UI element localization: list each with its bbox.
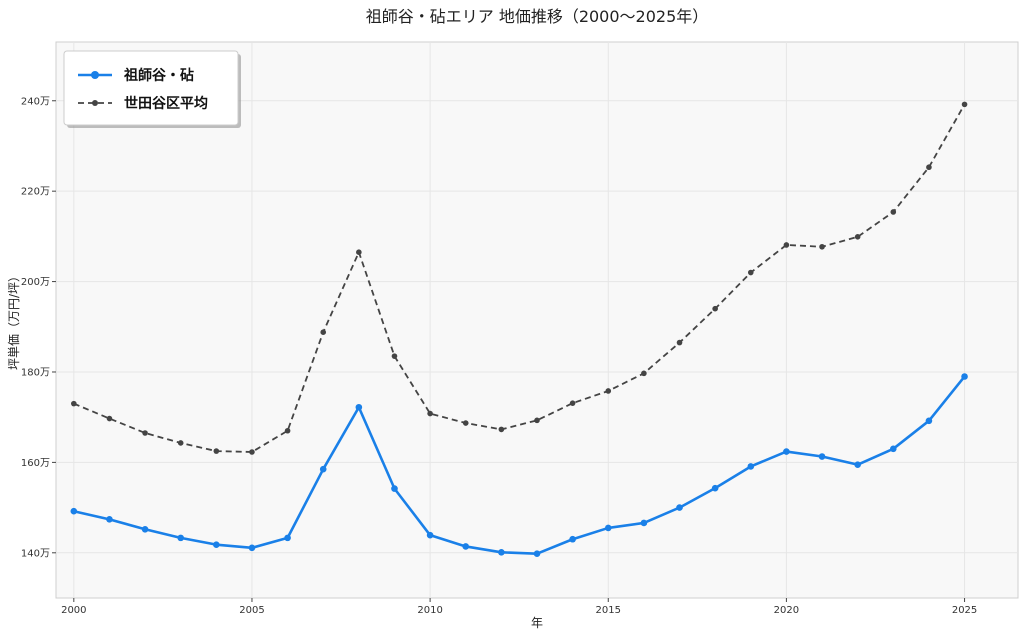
- data-point: [641, 370, 647, 377]
- data-point: [106, 516, 113, 523]
- data-point: [391, 353, 398, 359]
- data-point: [141, 525, 149, 533]
- x-tick-label: 2010: [417, 605, 442, 616]
- data-point: [427, 410, 433, 417]
- x-tick-label: 2015: [596, 605, 621, 616]
- data-point: [356, 249, 362, 255]
- data-point: [604, 524, 612, 532]
- data-point: [676, 504, 683, 511]
- legend-label: 世田谷区平均: [124, 95, 208, 112]
- y-tick-label: 220万: [21, 187, 50, 198]
- data-point: [426, 531, 434, 539]
- x-tick-label: 2000: [61, 605, 86, 616]
- x-axis-label: 年: [531, 616, 543, 630]
- data-point: [284, 427, 291, 434]
- x-tick-label: 2005: [239, 605, 264, 616]
- legend-marker: [92, 100, 98, 106]
- legend-marker: [91, 71, 99, 79]
- data-point: [498, 426, 505, 433]
- data-point: [355, 403, 363, 411]
- data-point: [462, 420, 469, 426]
- data-point: [70, 507, 78, 515]
- plot-area: [55, 41, 1019, 599]
- data-point: [783, 448, 790, 455]
- y-tick-label: 180万: [21, 367, 50, 378]
- data-point: [711, 484, 719, 492]
- data-point: [533, 550, 541, 558]
- legend-label: 祖師谷・砧: [123, 67, 194, 84]
- x-tick-label: 2020: [774, 605, 799, 616]
- data-point: [925, 417, 933, 425]
- y-tick-label: 160万: [21, 458, 50, 469]
- data-point: [926, 164, 932, 171]
- y-tick-label: 200万: [21, 277, 50, 288]
- data-point: [319, 465, 327, 473]
- data-point: [320, 329, 327, 336]
- data-point: [213, 541, 220, 548]
- data-point: [747, 463, 755, 470]
- data-point: [534, 417, 540, 424]
- chart-title: 祖師谷・砧エリア 地価推移（2000〜2025年）: [366, 7, 709, 26]
- y-tick-label: 240万: [21, 96, 50, 107]
- data-point: [783, 242, 790, 248]
- data-point: [889, 445, 897, 453]
- axes: 140万 160万 180万 200万 220万 240万 2000 2005 2010 2015…: [21, 96, 977, 616]
- data-point: [462, 543, 470, 550]
- data-point: [249, 449, 255, 455]
- data-point: [213, 448, 220, 454]
- data-point: [818, 453, 826, 460]
- data-point: [676, 339, 683, 346]
- data-point: [819, 243, 825, 250]
- data-point: [961, 373, 968, 380]
- y-axis-label: 坪単価（万円/坪）: [7, 270, 21, 370]
- x-tick-label: 2025: [952, 605, 977, 616]
- data-point: [890, 209, 897, 215]
- data-point: [712, 305, 718, 312]
- data-point: [498, 549, 505, 556]
- data-point: [747, 269, 754, 276]
- data-point: [854, 234, 861, 240]
- series-layer: [70, 101, 968, 558]
- grid-lines: [56, 42, 1018, 598]
- data-point: [71, 400, 77, 407]
- data-point: [284, 534, 291, 542]
- legend-box: [63, 50, 239, 126]
- data-point: [391, 485, 398, 492]
- series-line-0: [73, 375, 966, 556]
- data-point: [640, 519, 648, 527]
- data-point: [569, 535, 576, 543]
- data-point: [854, 461, 861, 468]
- data-point: [605, 388, 612, 394]
- data-point: [106, 415, 113, 422]
- data-point: [569, 400, 576, 406]
- data-point: [177, 534, 185, 542]
- data-point: [961, 101, 968, 108]
- data-point: [248, 544, 256, 552]
- y-tick-label: 140万: [21, 548, 50, 559]
- data-point: [177, 440, 184, 446]
- data-point: [142, 430, 148, 436]
